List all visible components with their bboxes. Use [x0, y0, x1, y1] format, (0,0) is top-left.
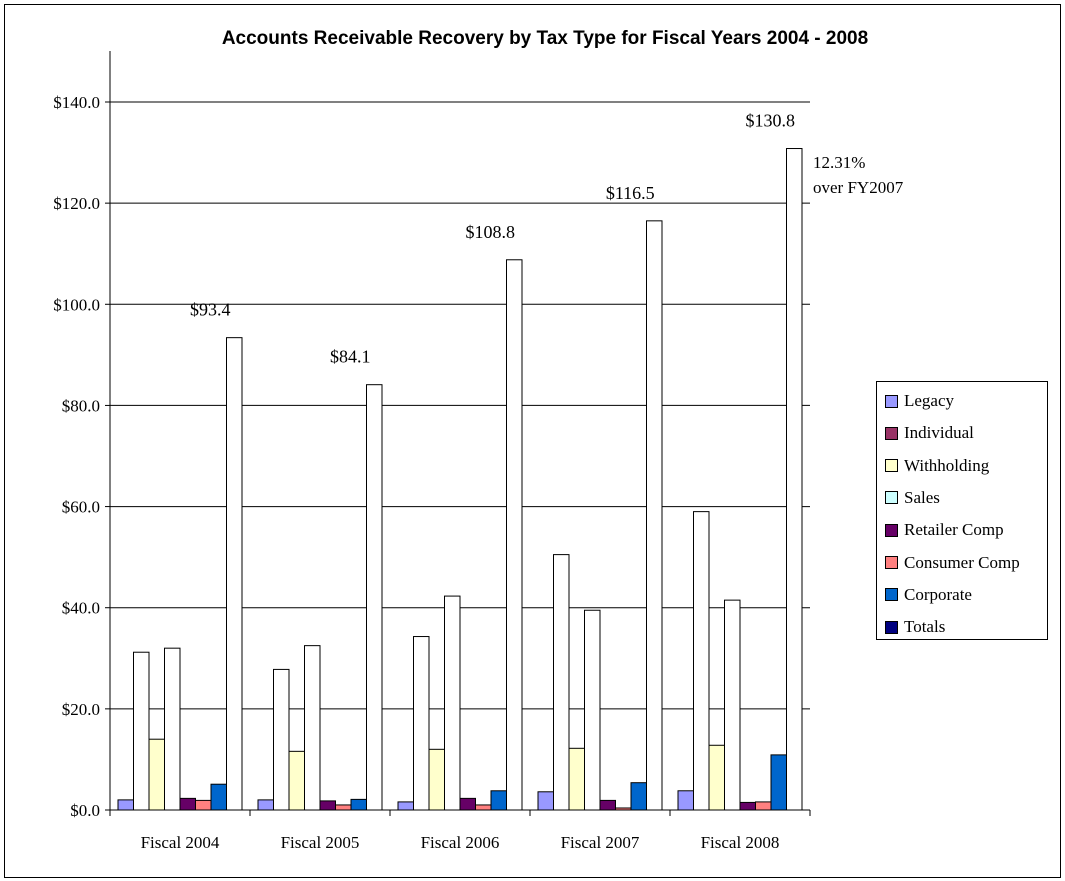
- legend-item: Corporate: [885, 585, 972, 605]
- x-tick-label: Fiscal 2005: [281, 833, 360, 852]
- y-tick-label: $60.0: [62, 498, 100, 517]
- data-label-total: $108.8: [466, 222, 516, 242]
- legend-swatch: [885, 491, 898, 505]
- legend: Legacy Individual Withholding Sales Retailer…: [876, 381, 1048, 640]
- bar: [366, 384, 383, 811]
- legend-swatch: [885, 620, 898, 634]
- legend-label: Retailer Comp: [904, 520, 1004, 540]
- legend-label: Legacy: [904, 391, 955, 410]
- bar: [319, 800, 336, 811]
- bar: [755, 801, 772, 811]
- bar: [459, 797, 476, 811]
- bar: [568, 747, 585, 811]
- bar: [584, 609, 601, 811]
- annotation-line-1: 12.31%: [813, 153, 866, 172]
- bar: [630, 782, 647, 811]
- legend-label: Sales: [904, 487, 940, 507]
- bar: [164, 647, 181, 811]
- legend-swatch: [885, 459, 898, 473]
- y-tick-label: $0.0: [70, 801, 100, 820]
- bar: [490, 790, 507, 811]
- legend-item: Totals: [885, 617, 945, 637]
- bar: [304, 645, 321, 811]
- bar: [210, 783, 227, 811]
- bar: [335, 804, 352, 811]
- bar: [506, 259, 523, 811]
- bar: [475, 804, 492, 811]
- y-tick-label: $140.0: [53, 93, 100, 112]
- bar: [615, 807, 632, 811]
- legend-item: Withholding: [885, 456, 989, 476]
- bar: [288, 750, 305, 811]
- bar: [537, 791, 554, 811]
- legend-swatch: [885, 394, 898, 408]
- bar: [117, 799, 134, 811]
- bar: [133, 651, 150, 811]
- bar: [195, 799, 212, 811]
- x-tick-label: Fiscal 2006: [421, 833, 500, 852]
- legend-label: Individual: [904, 423, 974, 443]
- legend-item: Consumer Comp: [885, 553, 1020, 573]
- y-tick-label: $80.0: [62, 396, 100, 415]
- bar: [257, 799, 274, 811]
- x-tick-label: Fiscal 2004: [141, 833, 220, 852]
- bar: [273, 668, 290, 811]
- bar: [148, 738, 165, 811]
- legend-swatch: [885, 588, 898, 602]
- data-label-total: $116.5: [606, 183, 655, 203]
- y-tick-label: $120.0: [53, 194, 100, 213]
- bar: [226, 337, 243, 811]
- growth-annotation: 12.31% over FY2007: [813, 150, 903, 200]
- bar: [646, 220, 663, 811]
- bar: [739, 801, 756, 811]
- bar: [693, 511, 710, 811]
- x-tick-label: Fiscal 2008: [701, 833, 780, 852]
- data-label-total: $130.8: [746, 111, 796, 131]
- bar: [350, 798, 367, 811]
- data-label-total: $84.1: [330, 347, 371, 367]
- bar: [444, 595, 461, 811]
- legend-swatch: [885, 523, 898, 537]
- legend-label: Corporate: [904, 584, 972, 604]
- legend-swatch: [885, 426, 898, 440]
- bar: [677, 790, 694, 811]
- bar: [599, 799, 616, 811]
- bar: [708, 744, 725, 811]
- y-tick-label: $40.0: [62, 599, 100, 618]
- legend-swatch: [885, 556, 898, 569]
- x-tick-label: Fiscal 2007: [561, 833, 640, 852]
- legend-label: Consumer Comp: [904, 552, 1020, 572]
- bar: [786, 148, 803, 811]
- legend-item: Legacy: [885, 391, 954, 411]
- bar: [770, 754, 787, 811]
- bar: [179, 797, 196, 811]
- bar: [397, 801, 414, 811]
- chart-title: Accounts Receivable Recovery by Tax Type…: [221, 28, 869, 49]
- legend-label: Totals: [904, 617, 946, 637]
- data-label-total: $93.4: [190, 300, 231, 320]
- legend-item: Individual: [885, 423, 974, 443]
- y-tick-label: $20.0: [62, 700, 100, 719]
- legend-item: Sales: [885, 488, 940, 508]
- annotation-line-2: over FY2007: [813, 178, 904, 197]
- y-tick-label: $100.0: [53, 295, 100, 314]
- bar: [553, 554, 570, 811]
- legend-item: Retailer Comp: [885, 520, 1004, 540]
- bar: [413, 636, 430, 811]
- bar: [724, 599, 741, 811]
- bar: [428, 748, 445, 811]
- legend-label: Withholding: [904, 455, 990, 475]
